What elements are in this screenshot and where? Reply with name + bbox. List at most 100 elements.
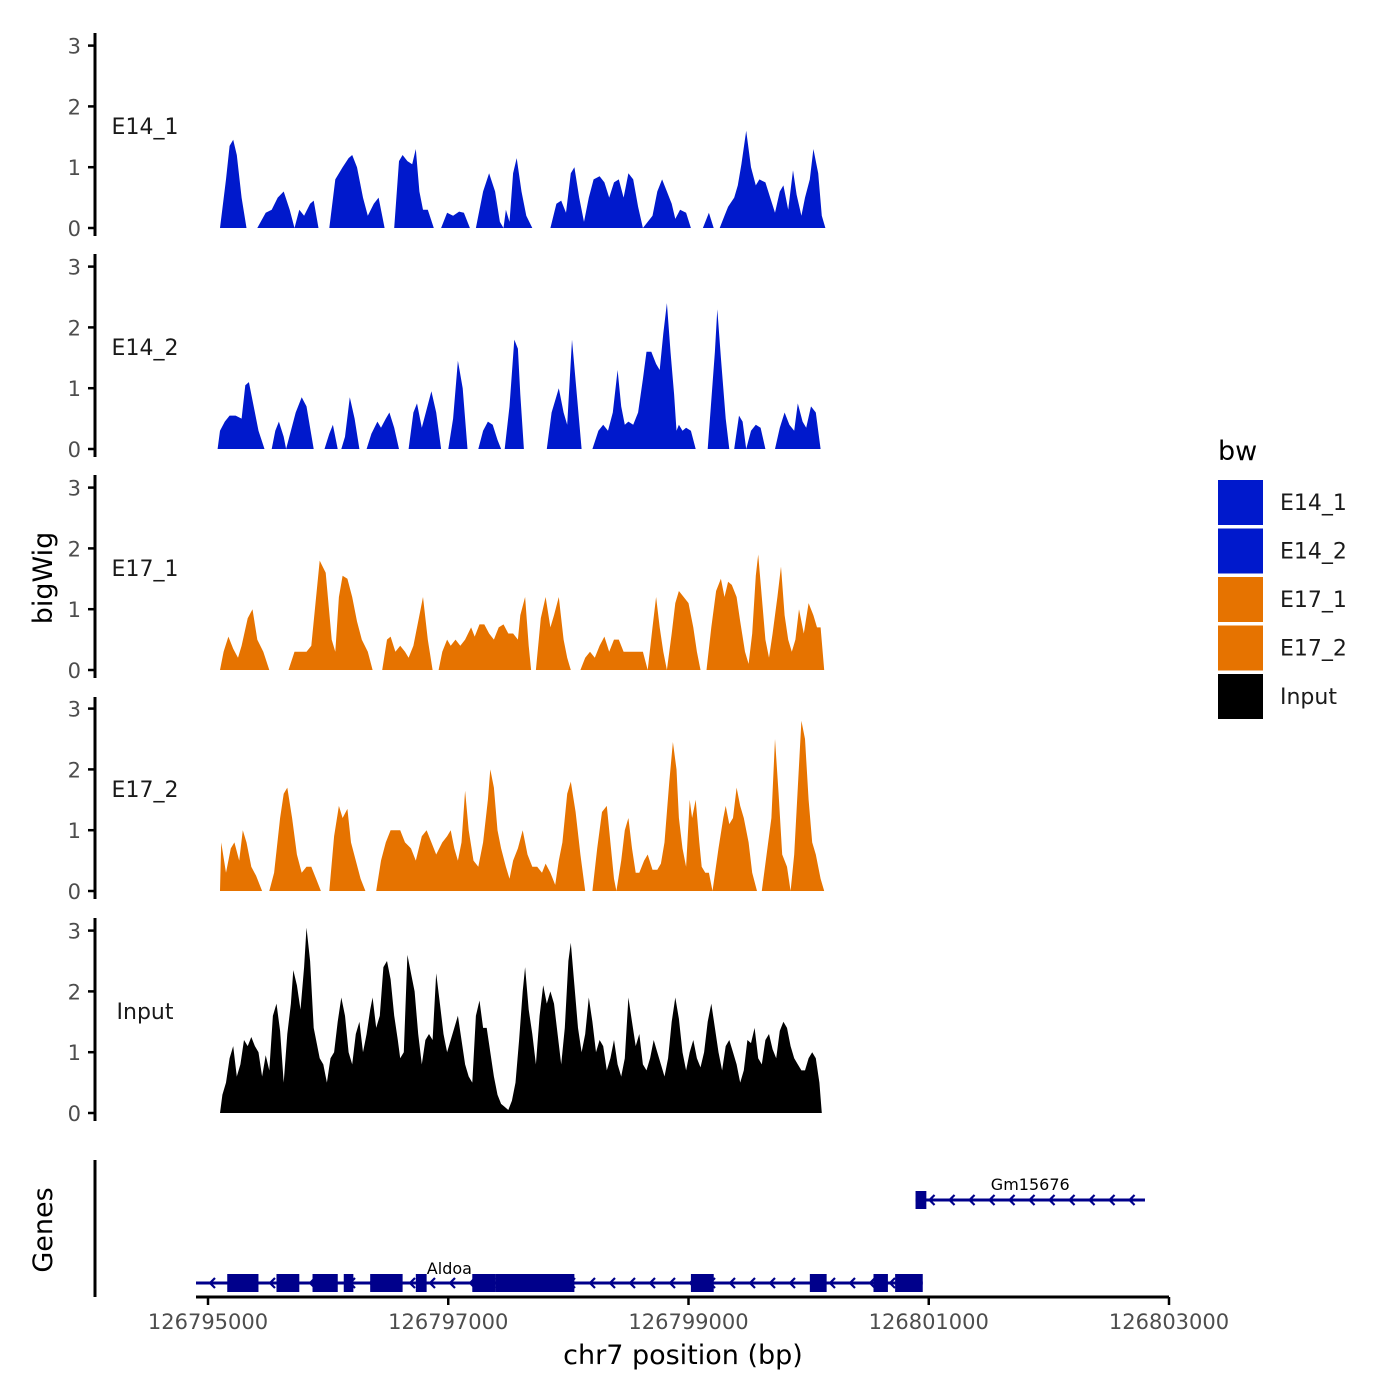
strand-arrow bbox=[967, 1194, 976, 1206]
track-e17-2: 0 1 2 3 E17_2 bbox=[68, 697, 825, 904]
strand-arrow bbox=[1027, 1194, 1036, 1206]
strand-arrow bbox=[448, 1277, 456, 1289]
bigwig-tracks: 0 1 2 3 E14_1 0 1 2 3 E14_2 0 1 2 3 E17_1 0 1 2 3 E17_2 0 1 2 3… bbox=[68, 33, 826, 1126]
strand-arrow bbox=[1127, 1194, 1136, 1206]
y-tick-label-e14-1-2: 2 bbox=[68, 95, 81, 119]
exon-aldoa-5 bbox=[370, 1274, 403, 1292]
x-axis: 126795000 126797000 126799000 126801000 1268… bbox=[148, 1295, 1229, 1334]
strand-arrow bbox=[588, 1277, 596, 1289]
x-tick-label-126803000: 126803000 bbox=[1109, 1310, 1229, 1334]
y-axis-title: bigWig bbox=[28, 532, 59, 625]
strand-arrow bbox=[648, 1277, 656, 1289]
track-input: 0 1 2 3 Input bbox=[68, 918, 822, 1126]
strand-arrow bbox=[848, 1277, 856, 1289]
strand-arrow bbox=[1007, 1194, 1016, 1206]
gene-label-aldoa: Aldoa bbox=[427, 1259, 472, 1278]
track-label-e17-2: E17_2 bbox=[112, 778, 179, 803]
legend-label-input: Input bbox=[1280, 685, 1337, 710]
exon-aldoa-3 bbox=[312, 1274, 338, 1292]
legend-label-e17-1: E17_1 bbox=[1280, 588, 1347, 613]
track-area-e14-2 bbox=[217, 303, 821, 449]
strand-arrow bbox=[268, 1277, 276, 1289]
legend-label-e14-1: E14_1 bbox=[1280, 491, 1347, 516]
y-tick-label-e14-2-3: 3 bbox=[68, 256, 81, 280]
gene-label-gm15676: Gm15676 bbox=[991, 1175, 1070, 1194]
strand-arrow bbox=[1087, 1194, 1096, 1206]
track-area-e14-1 bbox=[220, 130, 826, 228]
exon-aldoa-4 bbox=[343, 1274, 354, 1292]
y-tick-label-e14-1-3: 3 bbox=[68, 35, 81, 59]
track-area-input bbox=[220, 927, 822, 1113]
y-tick-label-e17-1-2: 2 bbox=[68, 537, 81, 561]
strand-arrow bbox=[728, 1277, 736, 1289]
strand-arrow bbox=[1047, 1194, 1056, 1206]
strand-arrow bbox=[1067, 1194, 1076, 1206]
exon-aldoa-9 bbox=[690, 1274, 714, 1292]
legend-swatch-e14-1 bbox=[1218, 480, 1263, 525]
track-label-input: Input bbox=[117, 1000, 174, 1025]
y-tick-label-input-0: 0 bbox=[68, 1102, 81, 1126]
strand-arrow bbox=[408, 1277, 416, 1289]
genes-axis-title: Genes bbox=[28, 1187, 59, 1272]
x-axis-title: chr7 position (bp) bbox=[563, 1340, 803, 1371]
genes-panel: Gm15676 Aldoa bbox=[93, 1160, 1145, 1297]
legend-swatch-e17-1 bbox=[1218, 577, 1263, 622]
x-tick-label-126801000: 126801000 bbox=[869, 1310, 989, 1334]
exon-aldoa-11 bbox=[873, 1274, 888, 1292]
x-tick-label-126795000: 126795000 bbox=[148, 1310, 268, 1334]
strand-arrow bbox=[748, 1277, 756, 1289]
y-tick-label-e17-1-0: 0 bbox=[68, 659, 81, 683]
legend-swatch-e14-2 bbox=[1218, 528, 1263, 574]
y-tick-label-e14-2-2: 2 bbox=[68, 316, 81, 340]
strand-arrow bbox=[208, 1277, 216, 1289]
strand-arrow bbox=[788, 1277, 796, 1289]
legend-swatch-input bbox=[1218, 674, 1263, 719]
x-tick-label-126797000: 126797000 bbox=[388, 1310, 508, 1334]
legend-title: bw bbox=[1218, 436, 1257, 467]
exon-aldoa-8 bbox=[495, 1274, 575, 1292]
y-tick-label-input-1: 1 bbox=[68, 1041, 81, 1065]
gene-gm15676: Gm15676 bbox=[915, 1175, 1145, 1209]
y-tick-label-e17-1-1: 1 bbox=[68, 598, 81, 622]
y-tick-label-e17-1-3: 3 bbox=[68, 477, 81, 501]
gene-aldoa: Aldoa bbox=[196, 1259, 923, 1292]
y-tick-label-e17-2-0: 0 bbox=[68, 880, 81, 904]
exon-aldoa-7 bbox=[472, 1274, 496, 1292]
track-label-e14-2: E14_2 bbox=[112, 336, 179, 361]
y-tick-label-e14-2-0: 0 bbox=[68, 438, 81, 462]
y-tick-label-input-2: 2 bbox=[68, 980, 81, 1004]
strand-arrow bbox=[888, 1277, 896, 1289]
exon-aldoa-12 bbox=[895, 1274, 923, 1292]
strand-arrow bbox=[987, 1194, 996, 1206]
y-tick-label-e14-1-0: 0 bbox=[68, 217, 81, 241]
strand-arrow bbox=[1107, 1194, 1116, 1206]
exon-aldoa-2 bbox=[276, 1274, 300, 1292]
track-e17-1: 0 1 2 3 E17_1 bbox=[68, 475, 825, 683]
y-tick-label-e17-2-3: 3 bbox=[68, 698, 81, 722]
exon-gm15676-1 bbox=[915, 1191, 927, 1209]
track-area-e17-2 bbox=[220, 720, 825, 891]
strand-arrow bbox=[768, 1277, 776, 1289]
track-e14-1: 0 1 2 3 E14_1 bbox=[68, 33, 826, 241]
legend: bw E14_1 E14_2 E17_1 E17_2 Input bbox=[1218, 436, 1347, 719]
track-label-e17-1: E17_1 bbox=[112, 557, 179, 582]
legend-swatch-e17-2 bbox=[1218, 625, 1263, 671]
track-label-e14-1: E14_1 bbox=[112, 115, 179, 140]
x-tick-label-126799000: 126799000 bbox=[628, 1310, 748, 1334]
strand-arrow bbox=[628, 1277, 636, 1289]
strand-arrow bbox=[828, 1277, 836, 1289]
strand-arrow bbox=[608, 1277, 616, 1289]
legend-label-e14-2: E14_2 bbox=[1280, 540, 1347, 565]
track-e14-2: 0 1 2 3 E14_2 bbox=[68, 254, 821, 462]
exon-aldoa-10 bbox=[809, 1274, 827, 1292]
strand-arrow bbox=[668, 1277, 676, 1289]
y-tick-label-e17-2-2: 2 bbox=[68, 758, 81, 782]
y-tick-label-input-3: 3 bbox=[68, 920, 81, 944]
strand-arrow bbox=[947, 1194, 956, 1206]
y-tick-label-e14-1-1: 1 bbox=[68, 156, 81, 180]
legend-label-e17-2: E17_2 bbox=[1280, 637, 1347, 662]
strand-arrow bbox=[428, 1277, 436, 1289]
strand-arrow bbox=[868, 1277, 876, 1289]
exon-aldoa-6 bbox=[415, 1274, 427, 1292]
